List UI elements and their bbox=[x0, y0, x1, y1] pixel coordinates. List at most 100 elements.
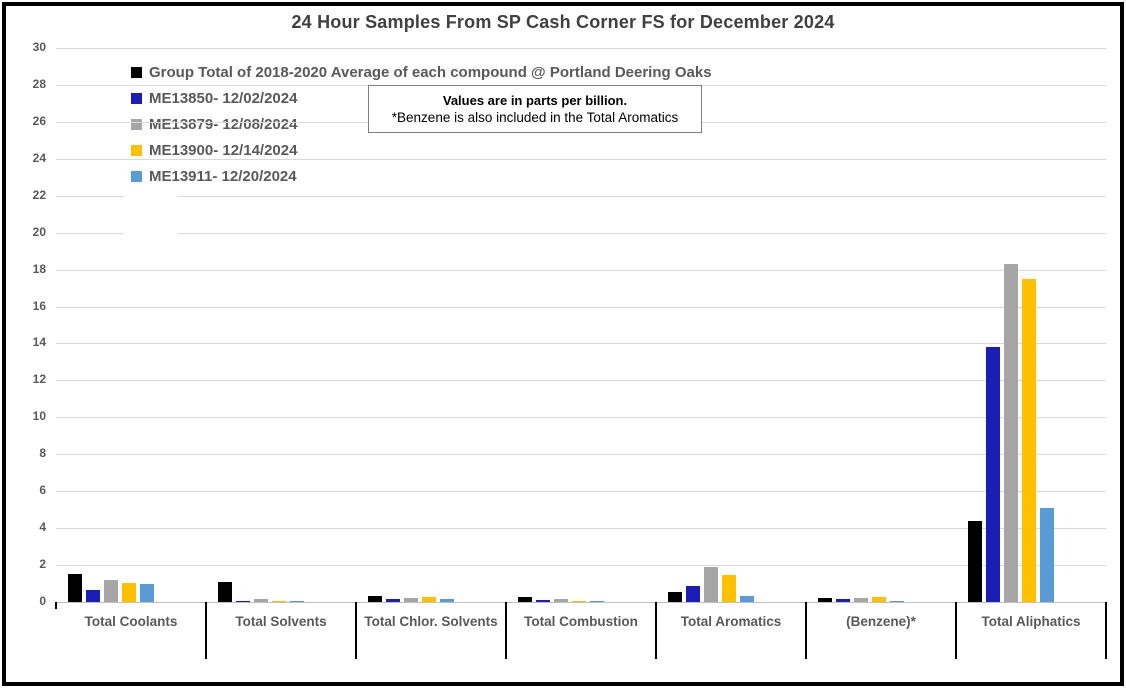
bar-sample2-cat7 bbox=[1004, 264, 1018, 602]
legend-item-5: ME13911- 12/20/2024 bbox=[131, 163, 712, 189]
bar-sample1-cat2 bbox=[236, 601, 250, 602]
category-label: Total Combustion bbox=[524, 614, 638, 629]
y-axis-tick-label: 20 bbox=[32, 224, 46, 239]
y-axis-tick-label: 26 bbox=[32, 113, 46, 128]
y-axis-tick-label: 12 bbox=[32, 372, 46, 387]
legend-label: ME13879- 12/08/2024 bbox=[149, 115, 298, 133]
bar-sample2-cat6 bbox=[854, 598, 868, 602]
category-separator bbox=[355, 602, 357, 659]
bar-sample1-cat4 bbox=[536, 600, 550, 602]
category-separator bbox=[205, 602, 207, 659]
bar-sample2-cat1 bbox=[104, 580, 118, 602]
bar-sample3-cat2 bbox=[272, 601, 286, 602]
bar-sample4-cat7 bbox=[1040, 508, 1054, 602]
y-axis-tick-label: 16 bbox=[32, 298, 46, 313]
gridline-y2 bbox=[56, 565, 1106, 567]
bar-sample2-cat5 bbox=[704, 567, 718, 602]
y-axis-tick-label: 14 bbox=[32, 335, 46, 350]
legend-label: ME13911- 12/20/2024 bbox=[149, 167, 297, 185]
legend-item-3: ME13879- 12/08/2024 bbox=[131, 111, 712, 137]
y-axis-tick-label: 0 bbox=[39, 594, 46, 608]
bar-sample1-cat5 bbox=[686, 586, 700, 602]
gridline-y30 bbox=[56, 48, 1106, 49]
y-axis-tick-label: 4 bbox=[39, 520, 46, 535]
gridline-y18 bbox=[56, 269, 1106, 271]
y-axis-tick-label: 6 bbox=[39, 483, 46, 498]
note-units-text: Values are in parts per billion. bbox=[442, 93, 628, 108]
category-separator bbox=[805, 602, 807, 659]
bar-avg-cat5 bbox=[668, 592, 682, 602]
category-label: Total Solvents bbox=[235, 614, 327, 629]
bar-avg-cat6 bbox=[818, 598, 832, 602]
bar-sample2-cat2 bbox=[254, 599, 268, 602]
bar-sample1-cat3 bbox=[386, 599, 400, 602]
bar-sample3-cat6 bbox=[872, 597, 886, 602]
bar-avg-cat1 bbox=[68, 574, 82, 602]
legend-swatch-icon bbox=[131, 118, 142, 130]
bar-avg-cat2 bbox=[218, 582, 232, 602]
category-separator bbox=[655, 602, 657, 659]
category-separator bbox=[505, 602, 507, 659]
bar-sample3-cat3 bbox=[422, 597, 436, 602]
bar-sample1-cat1 bbox=[86, 590, 100, 602]
category-label: (Benzene)* bbox=[846, 614, 916, 629]
category-separator bbox=[1105, 602, 1107, 659]
legend-label: Group Total of 2018-2020 Average of each… bbox=[149, 63, 712, 81]
category-label: Total Chlor. Solvents bbox=[364, 614, 498, 629]
category-separator bbox=[955, 602, 957, 659]
y-axis-tick-label: 24 bbox=[32, 150, 46, 165]
note-benzene-text: *Benzene is also included in the Total A… bbox=[391, 110, 679, 125]
y-axis-tick-label: 22 bbox=[32, 187, 46, 202]
legend-label: ME13850- 12/02/2024 bbox=[149, 89, 298, 107]
legend-item-4: ME13900- 12/14/2024 bbox=[131, 137, 712, 163]
gridline-y20 bbox=[56, 232, 1106, 234]
legend-swatch-icon bbox=[131, 66, 142, 78]
bar-sample1-cat7 bbox=[986, 347, 1000, 602]
gridline-y22 bbox=[56, 195, 1106, 197]
gridline-y4 bbox=[56, 528, 1106, 530]
legend-swatch-icon bbox=[131, 92, 142, 104]
legend-item-2: ME13850- 12/02/2024 bbox=[131, 85, 712, 111]
bar-sample4-cat5 bbox=[740, 596, 754, 602]
category-label: Total Aromatics bbox=[680, 614, 782, 629]
gridline-y12 bbox=[56, 380, 1106, 382]
gridline-y10 bbox=[56, 417, 1106, 419]
empty-label-box bbox=[124, 185, 178, 249]
gridline-y14 bbox=[56, 343, 1106, 345]
bar-sample3-cat1 bbox=[122, 583, 136, 602]
category-label: Total Aliphatics bbox=[981, 614, 1081, 629]
bar-avg-cat3 bbox=[368, 596, 382, 602]
category-label: Total Coolants bbox=[84, 614, 178, 629]
y-axis-tick-label: 8 bbox=[39, 446, 46, 461]
bar-sample4-cat3 bbox=[440, 599, 454, 602]
gridline-y8 bbox=[56, 454, 1106, 456]
legend-label: ME13900- 12/14/2024 bbox=[149, 141, 298, 159]
bar-sample4-cat2 bbox=[290, 601, 304, 602]
bar-avg-cat7 bbox=[968, 521, 982, 602]
bar-sample2-cat4 bbox=[554, 599, 568, 602]
chart-title: 24 Hour Samples From SP Cash Corner FS f… bbox=[291, 12, 835, 32]
y-axis-tick-label: 10 bbox=[32, 409, 46, 424]
legend-swatch-icon bbox=[131, 170, 142, 182]
bar-avg-cat4 bbox=[518, 597, 532, 602]
axis-origin-tick bbox=[55, 602, 57, 609]
bar-sample4-cat6 bbox=[890, 601, 904, 602]
legend-item-1: Group Total of 2018-2020 Average of each… bbox=[131, 59, 712, 85]
gridline-y16 bbox=[56, 306, 1106, 308]
gridline-y6 bbox=[56, 491, 1106, 493]
bar-sample3-cat7 bbox=[1022, 279, 1036, 602]
y-axis-tick-label: 2 bbox=[39, 557, 46, 572]
bar-sample3-cat5 bbox=[722, 575, 736, 602]
gridline-y24 bbox=[56, 158, 1106, 160]
bar-sample2-cat3 bbox=[404, 598, 418, 602]
legend: Group Total of 2018-2020 Average of each… bbox=[131, 59, 712, 189]
bar-sample4-cat4 bbox=[590, 601, 604, 602]
y-axis-tick-label: 30 bbox=[32, 40, 46, 54]
bar-sample3-cat4 bbox=[572, 601, 586, 602]
y-axis-tick-label: 18 bbox=[32, 261, 46, 276]
note-box: Values are in parts per billion. *Benzen… bbox=[368, 85, 702, 133]
y-axis-tick-label: 28 bbox=[32, 76, 46, 91]
legend-swatch-icon bbox=[131, 144, 142, 156]
bar-sample1-cat6 bbox=[836, 599, 850, 602]
